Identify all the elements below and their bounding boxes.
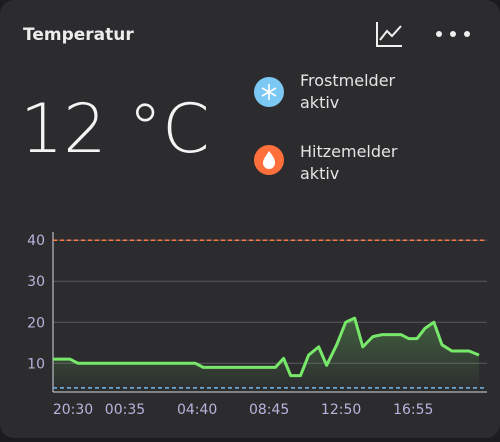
chart: 10 20 30 40 20:30 00:35 04:40 08:45 12:50 16:55 — [27, 232, 487, 418]
current-temperature: 12 °C — [20, 90, 210, 169]
status-label: Hitzemelder — [300, 142, 398, 161]
y-tick-label: 10 — [27, 356, 45, 372]
area-fill — [53, 318, 480, 392]
line — [53, 316, 480, 378]
status-label: Frostmelder — [300, 71, 396, 90]
more-icon[interactable] — [436, 31, 470, 37]
status-state: aktiv — [300, 164, 339, 183]
x-tick-label: 00:35 — [105, 402, 145, 418]
x-tick-label: 04:40 — [177, 402, 217, 418]
x-tick-label: 16:55 — [393, 402, 433, 418]
y-tick-label: 30 — [27, 274, 45, 290]
chart-icon[interactable] — [376, 22, 402, 47]
snowflake — [261, 84, 277, 100]
x-tick-label: 08:45 — [249, 402, 289, 418]
x-tick-label: 20:30 — [53, 402, 93, 418]
flame — [263, 151, 275, 169]
status-state: aktiv — [300, 93, 339, 112]
x-tick-label: 12:50 — [321, 402, 361, 418]
y-tick-label: 40 — [27, 233, 45, 249]
title: Temperatur — [23, 25, 134, 45]
y-tick-label: 20 — [27, 315, 45, 331]
